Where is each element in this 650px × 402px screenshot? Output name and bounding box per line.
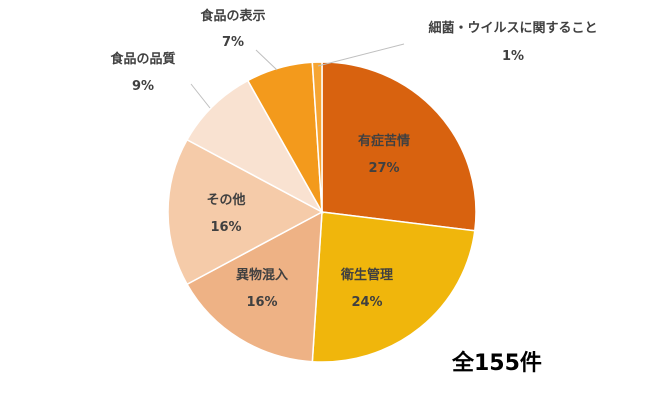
pie-slice-3	[186, 210, 323, 363]
pie-slice-5	[186, 79, 324, 214]
slice-category-label: 食品の品質	[110, 51, 175, 67]
slice-category-label: 細菌・ウイルスに関すること	[428, 20, 597, 36]
slice-category-label: 有症苦情	[358, 133, 410, 149]
slice-value-label: 7%	[222, 35, 244, 50]
slice-category-label: 異物混入	[236, 267, 288, 283]
leader-line-7	[317, 43, 405, 67]
pie-slice-7	[311, 61, 323, 213]
slice-value-label: 24%	[351, 295, 382, 310]
pie-slices	[167, 61, 477, 363]
slice-value-label: 27%	[368, 161, 399, 176]
slice-value-label: 1%	[502, 49, 524, 64]
slice-value-label: 9%	[132, 79, 154, 94]
leader-line-5	[190, 83, 211, 109]
slice-value-label: 16%	[246, 295, 277, 310]
leader-lines	[190, 43, 405, 109]
slice-labels: 有症苦情 27% 衛生管理 24% 異物混入 16% その他 16% 食品の品質 9% 食品の表示 7…	[110, 8, 597, 310]
slice-category-label: その他	[206, 192, 245, 208]
pie-slice-4	[167, 138, 324, 286]
pie-slice-2	[311, 211, 476, 363]
pie-slice-1	[321, 61, 477, 232]
total-count-label: 全155件	[452, 351, 542, 376]
slice-category-label: 衛生管理	[340, 267, 393, 283]
leader-line-6	[255, 49, 278, 71]
slice-category-label: 食品の表示	[200, 8, 265, 24]
slice-value-label: 16%	[210, 220, 241, 235]
